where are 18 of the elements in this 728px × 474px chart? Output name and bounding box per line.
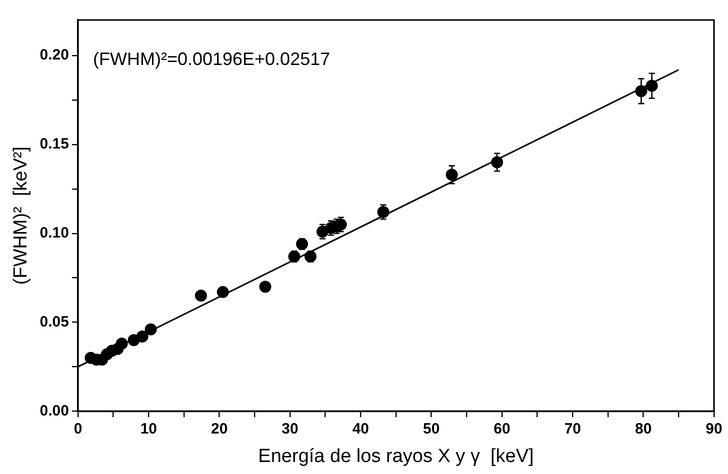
y-tick-label: 0.05	[40, 313, 69, 330]
x-tick-label: 10	[140, 420, 158, 438]
annotation: (FWHM)²=0.00196E+0.02517	[92, 48, 330, 69]
x-tick-label: 50	[422, 420, 440, 438]
y-tick-label: 0.10	[40, 224, 69, 242]
x-tick-label: 40	[352, 420, 370, 438]
x-axis-title: Energía de los rayos X y γ [keV]	[258, 446, 534, 467]
x-tick-label: 30	[282, 420, 298, 438]
x-tick-label: 20	[210, 420, 228, 438]
y-tick-label: 0.15	[40, 136, 69, 153]
x-tick-label: 80	[634, 420, 652, 438]
x-tick-label: 60	[494, 420, 510, 438]
x-tick-label: 0	[74, 420, 82, 438]
y-tick-label: 0.00	[40, 402, 69, 420]
x-tick-label: 90	[706, 420, 722, 438]
y-tick-label: 0.20	[40, 46, 69, 64]
y-axis-title: (FWHM)² [keV²]	[10, 146, 32, 285]
x-tick-label: 70	[564, 420, 582, 438]
